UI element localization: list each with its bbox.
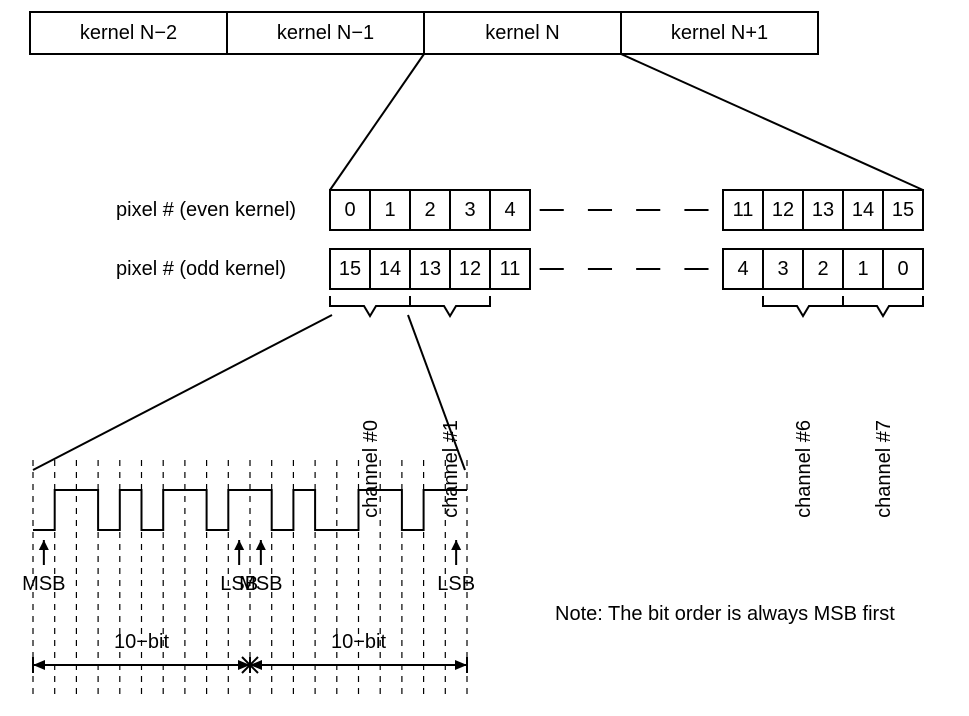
channel-label: channel #6	[793, 420, 815, 518]
pixel-value: 3	[464, 199, 475, 221]
kernel-label: kernel N−2	[80, 22, 177, 44]
pixel-value: 14	[379, 258, 401, 280]
arrowhead-icon	[256, 540, 266, 550]
arrowhead-icon	[39, 540, 49, 550]
pixel-value: 13	[812, 199, 834, 221]
pixel-value: 4	[737, 258, 748, 280]
pixel-value: 1	[384, 199, 395, 221]
pixel-value: 2	[817, 258, 828, 280]
pixel-value: 11	[500, 258, 521, 280]
pixel-value: 12	[772, 199, 794, 221]
msb-lsb-label: LSB	[437, 573, 475, 595]
arrowhead-icon	[451, 540, 461, 550]
channel-brace	[843, 296, 923, 316]
channel-brace	[763, 296, 843, 316]
msb-lsb-label: MSB	[239, 573, 282, 595]
channel-label: channel #0	[360, 420, 382, 518]
pixel-row-label-even: pixel # (even kernel)	[116, 199, 296, 221]
arrowhead-icon	[238, 660, 250, 670]
pixel-value: 2	[424, 199, 435, 221]
pixel-value: 15	[339, 258, 361, 280]
pixel-value: 15	[892, 199, 914, 221]
pixel-value: 1	[857, 258, 868, 280]
msb-lsb-label: MSB	[22, 573, 65, 595]
pixel-value: 11	[733, 199, 754, 221]
pixel-value: 3	[777, 258, 788, 280]
pixel-value: 0	[897, 258, 908, 280]
pixel-value: 0	[344, 199, 355, 221]
kernel-label: kernel N+1	[671, 22, 768, 44]
pixel-value: 4	[504, 199, 515, 221]
channel-brace	[410, 296, 490, 316]
arrowhead-icon	[250, 660, 262, 670]
kernel-label: kernel N−1	[277, 22, 374, 44]
note-text: Note: The bit order is always MSB first	[555, 603, 895, 625]
expand-line	[408, 315, 465, 470]
dimension-label: 10−bit	[331, 631, 386, 653]
pixel-value: 13	[419, 258, 441, 280]
expand-line	[33, 315, 332, 470]
dimension-label: 10−bit	[114, 631, 169, 653]
pixel-value: 14	[852, 199, 874, 221]
pixel-row-label-odd: pixel # (odd kernel)	[116, 258, 286, 280]
arrowhead-icon	[234, 540, 244, 550]
expand-line	[330, 54, 424, 190]
arrowhead-icon	[455, 660, 467, 670]
arrowhead-icon	[33, 660, 45, 670]
pixel-value: 12	[459, 258, 481, 280]
channel-brace	[330, 296, 410, 316]
expand-line	[621, 54, 923, 190]
channel-label: channel #7	[873, 420, 895, 518]
kernel-label: kernel N	[485, 22, 559, 44]
